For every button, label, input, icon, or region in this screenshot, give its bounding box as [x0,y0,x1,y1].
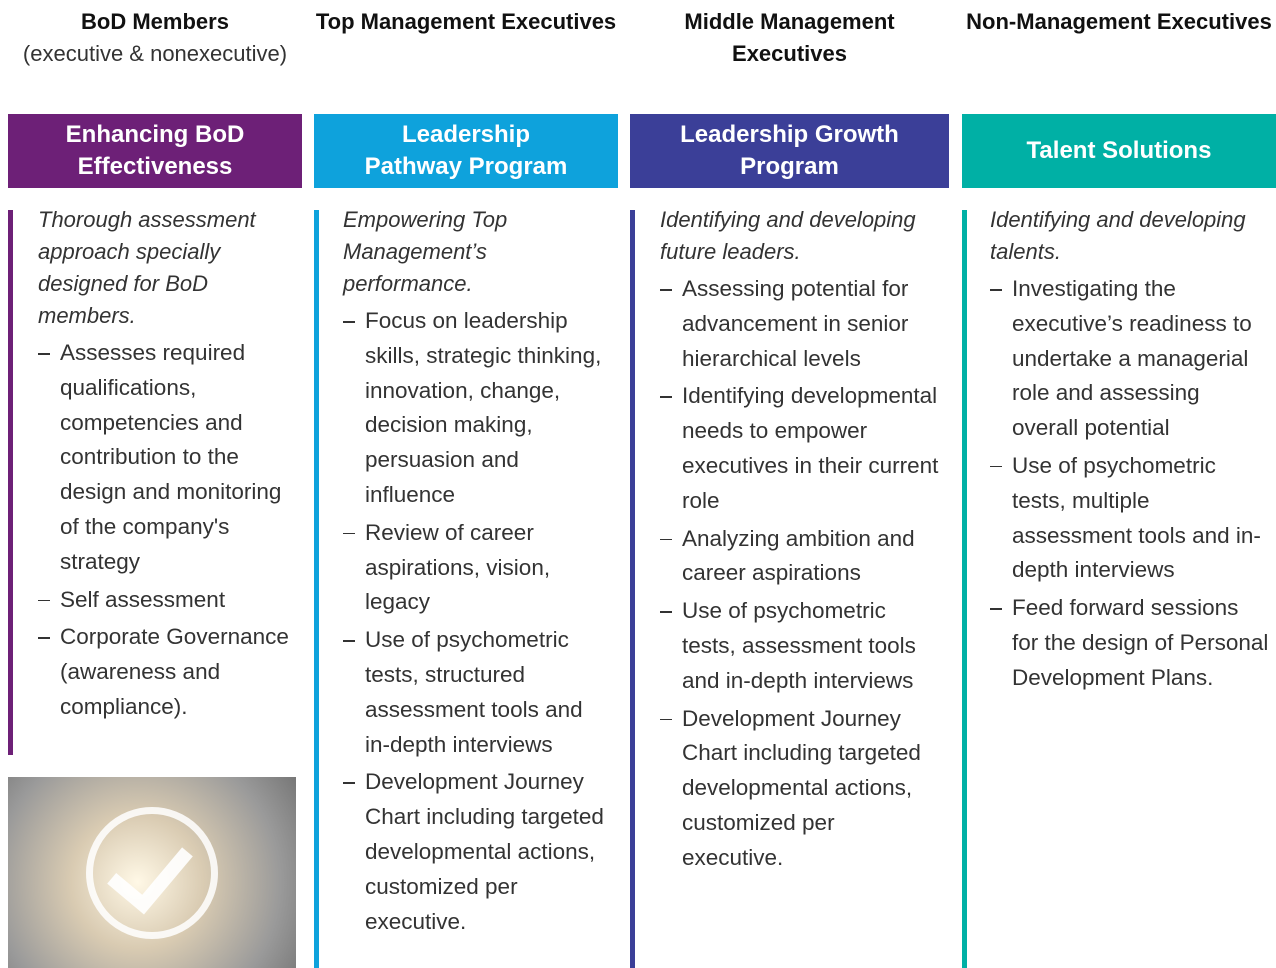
program-name: Enhancing BoD Effectiveness [65,121,245,180]
bullet-item: Development Journey Chart including targ… [343,765,608,939]
program-name: Talent Solutions [1026,137,1212,164]
bullet-dash [343,782,355,784]
bullet-item: Development Journey Chart including targ… [660,702,939,876]
bullet-dash [660,538,672,541]
bullet-item: Assessing potential for advancement in s… [660,272,939,376]
bullet-text: Use of psychometric tests, assessment to… [682,598,916,693]
program-name: Leadership Growth Program [680,121,899,180]
bullet-text: Self assessment [60,586,226,612]
bullet-text: Focus on leadership skills, strategic th… [365,308,602,507]
bullet-dash [38,637,50,639]
intro-text: Thorough assessment approach specially d… [38,207,256,328]
bullet-dash [990,608,1002,610]
program-banner: Leadership Pathway Program [314,114,618,188]
bullet-text: Use of psychometric tests, structured as… [365,627,583,757]
check-ring [86,807,218,939]
bullet-dash [660,611,672,613]
column-header: Top Management Executives [314,6,618,38]
bullet-item: Corporate Governance (awareness and comp… [38,620,292,724]
header-title: Middle Management Executives [684,9,895,66]
intro-text: Empowering Top Management’s performance. [343,207,508,296]
bullet-text: Investigating the executive’s readiness … [1012,276,1252,441]
bullet-text: Assessing potential for advancement in s… [682,276,909,371]
bullet-dash [990,465,1002,468]
bullet-text: Development Journey Chart including targ… [682,705,921,870]
bullet-text: Identifying developmental needs to empow… [682,383,939,513]
bullet-text: Use of psychometric tests, multiple asse… [1012,452,1261,583]
header-title: BoD Members [81,9,229,34]
intro-text: Identifying and developing future leader… [660,207,916,264]
bullet-text: Development Journey Chart including targ… [365,769,604,934]
header-title: Top Management Executives [315,9,617,34]
bullet-item: Use of psychometric tests, structured as… [343,623,608,762]
bullet-item: Investigating the executive’s readiness … [990,272,1270,446]
bullet-text: Analyzing ambition and career aspiration… [682,525,915,586]
bullet-item: Assesses required qualifications, compet… [38,336,292,580]
accent-bar [8,210,13,755]
bullet-text: Feed forward sessions for the design of … [1012,595,1269,690]
column-header: BoD Members (executive & nonexecutive) [8,6,302,70]
program-banner: Talent Solutions [962,114,1276,188]
description: Thorough assessment approach specially d… [38,204,292,728]
bullet-dash [38,599,50,602]
program-name: Leadership Pathway Program [364,121,568,180]
bullet-item: Focus on leadership skills, strategic th… [343,304,608,513]
bullet-dash [660,396,672,398]
bullet-dash [660,289,672,291]
bullet-dash [343,640,355,642]
bullet-text: Review of career aspirations, vision, le… [365,519,551,615]
checkmark-photo [8,777,296,968]
bullet-dash [343,321,355,323]
bullet-item: Self assessment [38,583,292,618]
accent-bar [962,210,967,968]
program-banner: Enhancing BoD Effectiveness [8,114,302,188]
bullet-dash [990,289,1002,291]
bullet-item: Analyzing ambition and career aspiration… [660,522,939,592]
bullet-item: Identifying developmental needs to empow… [660,379,939,518]
bullet-dash [38,353,50,355]
column: Middle Management Executives Leadership G… [630,0,949,968]
bullet-item: Review of career aspirations, vision, le… [343,516,608,620]
bullet-item: Use of psychometric tests, assessment to… [660,594,939,698]
description: Identifying and developing talents. Inves… [990,204,1270,699]
description: Identifying and developing future leader… [660,204,939,879]
column: Non-Management Executives Talent Solution… [962,0,1276,968]
accent-bar [314,210,319,968]
bullet-dash [343,532,355,535]
bullet-text: Corporate Governance (awareness and comp… [60,624,289,719]
bullet-item: Use of psychometric tests, multiple asse… [990,449,1270,588]
accent-bar [630,210,635,968]
intro-text: Identifying and developing talents. [990,207,1246,264]
header-subtitle: (executive & nonexecutive) [22,41,288,66]
header-title: Non-Management Executives [966,9,1272,34]
column-header: Middle Management Executives [630,6,949,70]
column-header: Non-Management Executives [962,6,1276,38]
column: Top Management Executives Leadership Path… [314,0,618,968]
description: Empowering Top Management’s performance.… [343,204,608,942]
bullet-text: Assesses required qualifications, compet… [60,340,282,574]
bullet-dash [660,718,672,721]
bullet-item: Feed forward sessions for the design of … [990,591,1270,695]
program-banner: Leadership Growth Program [630,114,949,188]
column: BoD Members (executive & nonexecutive) Enh… [8,0,302,968]
